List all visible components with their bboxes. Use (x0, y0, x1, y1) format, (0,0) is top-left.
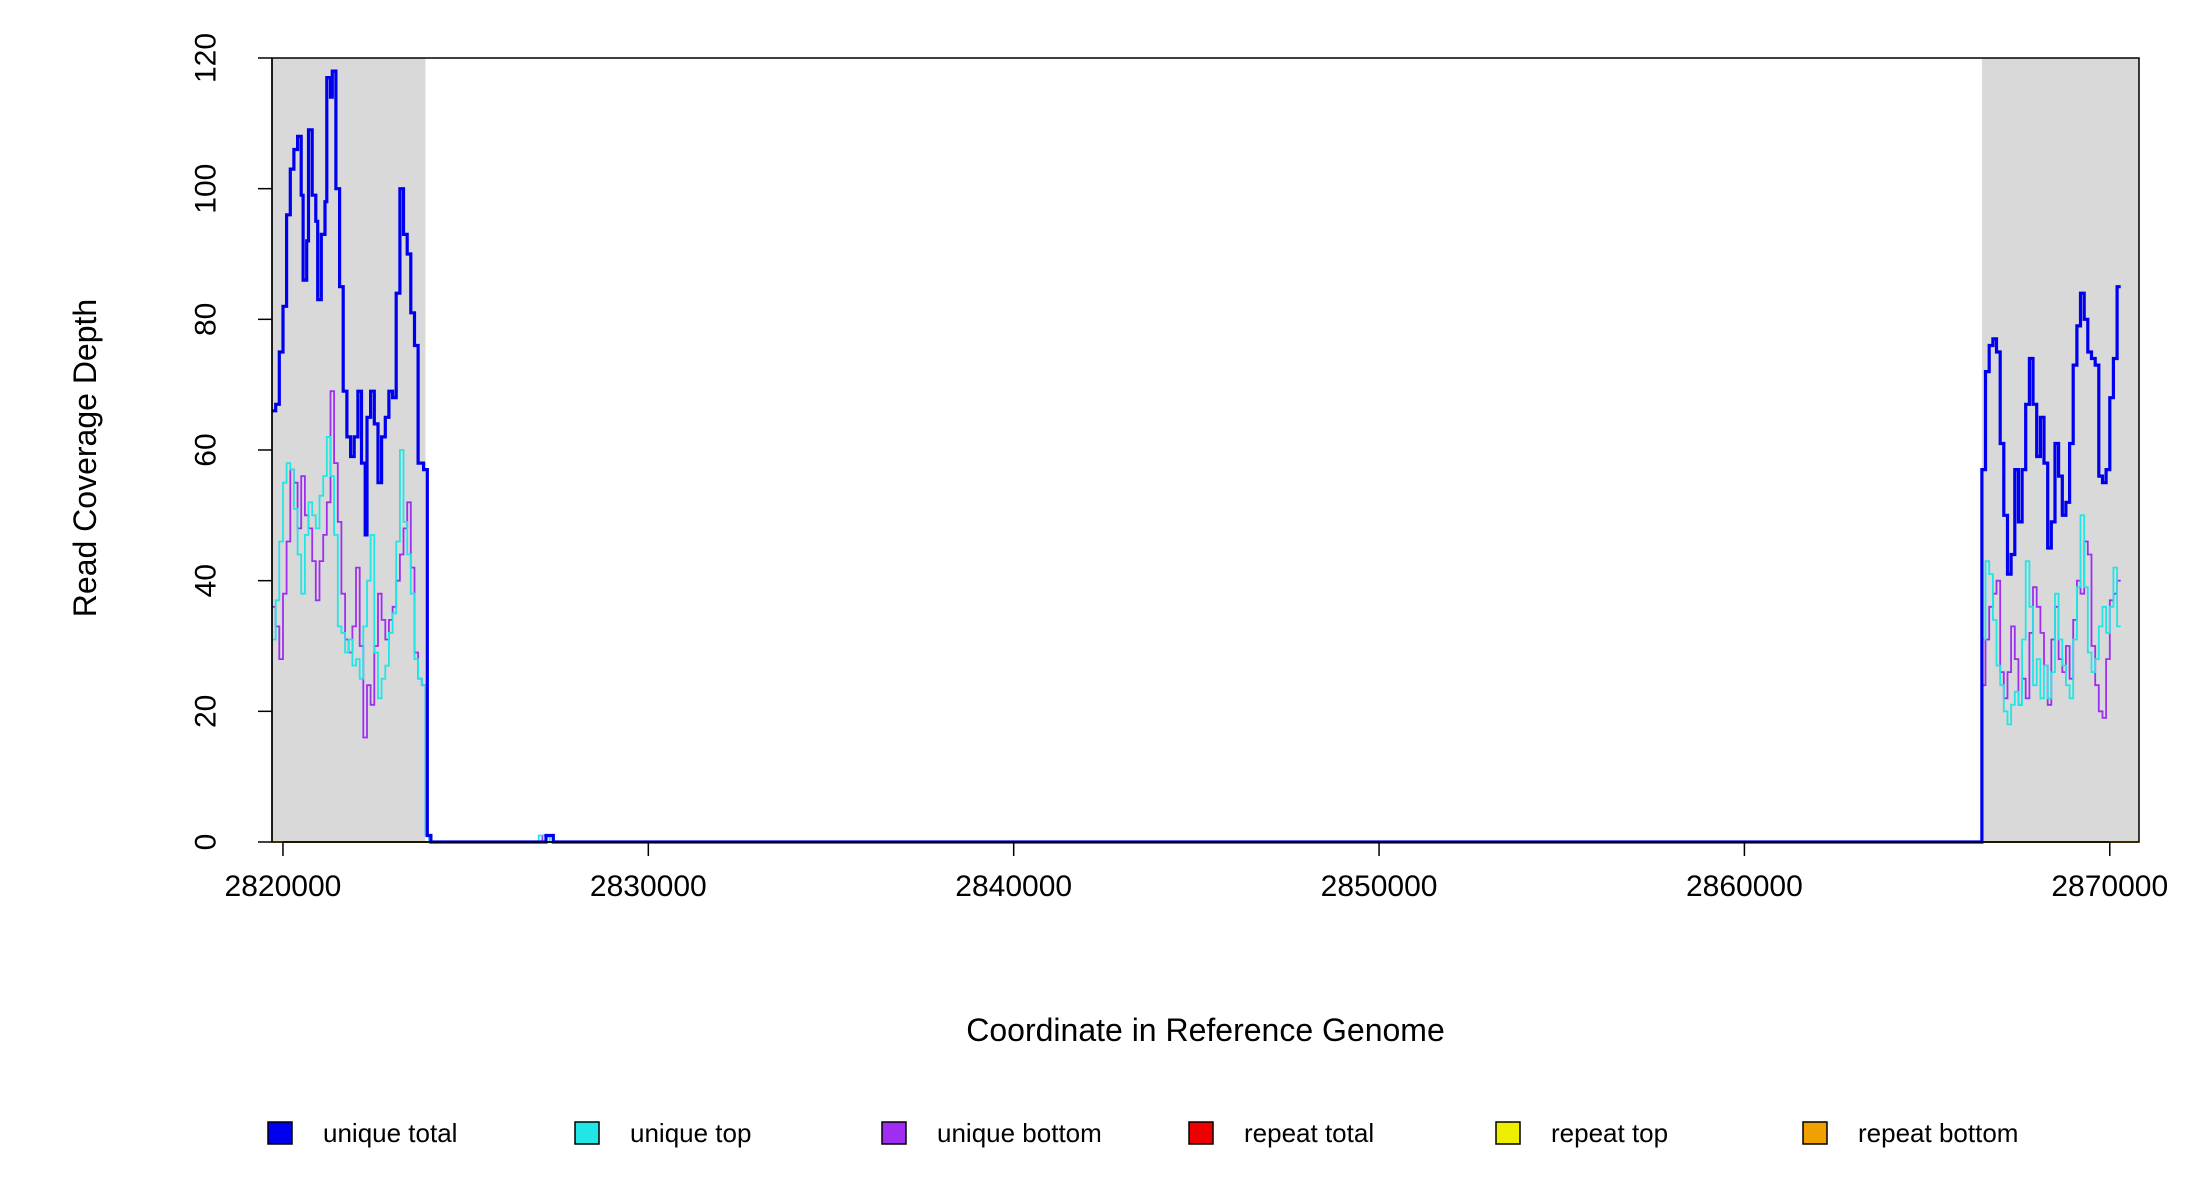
shaded-region-2 (1981, 58, 2139, 842)
y-tick-label: 80 (190, 303, 223, 336)
x-tick-label: 2830000 (590, 870, 707, 903)
legend-label: repeat total (1244, 1118, 1374, 1148)
x-tick-label: 2870000 (2051, 870, 2168, 903)
legend-swatch (574, 1121, 600, 1145)
legend-item-unique-top: unique top (574, 1118, 751, 1148)
y-tick-label: 20 (190, 695, 223, 728)
x-tick-label: 2860000 (1686, 870, 1803, 903)
x-tick-label: 2850000 (1321, 870, 1438, 903)
y-tick-label: 60 (190, 433, 223, 466)
y-tick-label: 120 (190, 33, 223, 83)
y-tick-label: 100 (190, 164, 223, 214)
legend-label: repeat bottom (1858, 1118, 2018, 1148)
y-axis-title: Read Coverage Depth (67, 299, 103, 617)
legend-item-repeat-total: repeat total (1188, 1118, 1374, 1148)
x-axis-title: Coordinate in Reference Genome (966, 1012, 1445, 1048)
y-tick-label: 40 (190, 564, 223, 597)
legend-item-unique-bottom: unique bottom (881, 1118, 1102, 1148)
series-line-unique-top (272, 436, 2121, 843)
legend-item-repeat-top: repeat top (1495, 1118, 1668, 1148)
legend-swatch (881, 1121, 907, 1145)
legend-swatch (267, 1121, 293, 1145)
legend-swatch (1188, 1121, 1214, 1145)
legend-label: unique bottom (937, 1118, 1102, 1148)
y-axis: 0 20 40 60 80 100 120 (190, 33, 273, 850)
legend-swatch (1495, 1121, 1521, 1145)
legend-item-unique-total: unique total (267, 1118, 457, 1148)
legend-label: repeat top (1551, 1118, 1668, 1148)
legend: unique total unique top unique bottom repea… (267, 1118, 2018, 1148)
x-tick-label: 2820000 (225, 870, 342, 903)
legend-label: unique total (323, 1118, 457, 1148)
x-tick-label: 2840000 (955, 870, 1072, 903)
x-axis: 2820000 2830000 2840000 2850000 2860000 28700… (225, 841, 2168, 903)
y-tick-label: 0 (190, 834, 223, 851)
legend-swatch (1802, 1121, 1828, 1145)
legend-label: unique top (630, 1118, 751, 1148)
legend-item-repeat-bottom: repeat bottom (1802, 1118, 2018, 1148)
series-line-unique-total (272, 69, 2121, 844)
